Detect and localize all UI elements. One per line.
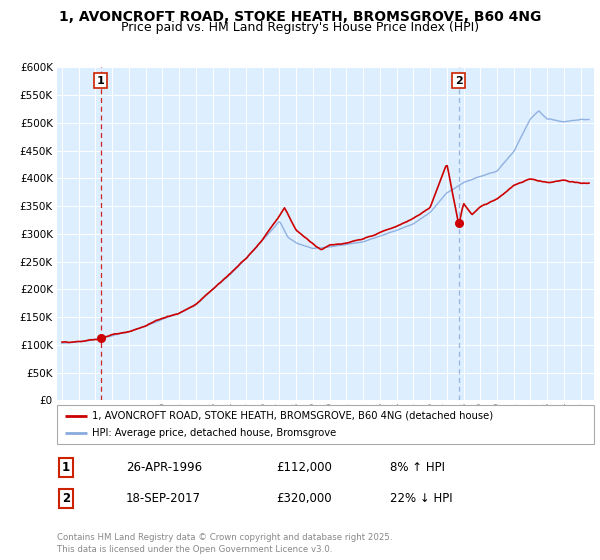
Text: HPI: Average price, detached house, Bromsgrove: HPI: Average price, detached house, Brom… xyxy=(92,428,336,438)
Text: Price paid vs. HM Land Registry's House Price Index (HPI): Price paid vs. HM Land Registry's House … xyxy=(121,21,479,34)
Text: 2: 2 xyxy=(62,492,70,505)
Text: 1: 1 xyxy=(62,461,70,474)
Text: Contains HM Land Registry data © Crown copyright and database right 2025.
This d: Contains HM Land Registry data © Crown c… xyxy=(57,533,392,554)
Text: 1, AVONCROFT ROAD, STOKE HEATH, BROMSGROVE, B60 4NG (detached house): 1, AVONCROFT ROAD, STOKE HEATH, BROMSGRO… xyxy=(92,410,493,421)
Text: £112,000: £112,000 xyxy=(276,461,332,474)
Text: 26-APR-1996: 26-APR-1996 xyxy=(126,461,202,474)
Text: £320,000: £320,000 xyxy=(276,492,332,505)
Text: 1, AVONCROFT ROAD, STOKE HEATH, BROMSGROVE, B60 4NG: 1, AVONCROFT ROAD, STOKE HEATH, BROMSGRO… xyxy=(59,10,541,24)
Text: 8% ↑ HPI: 8% ↑ HPI xyxy=(390,461,445,474)
Text: 1: 1 xyxy=(97,76,105,86)
Text: 22% ↓ HPI: 22% ↓ HPI xyxy=(390,492,452,505)
Text: 2: 2 xyxy=(455,76,463,86)
Text: 18-SEP-2017: 18-SEP-2017 xyxy=(126,492,201,505)
FancyBboxPatch shape xyxy=(57,405,594,444)
